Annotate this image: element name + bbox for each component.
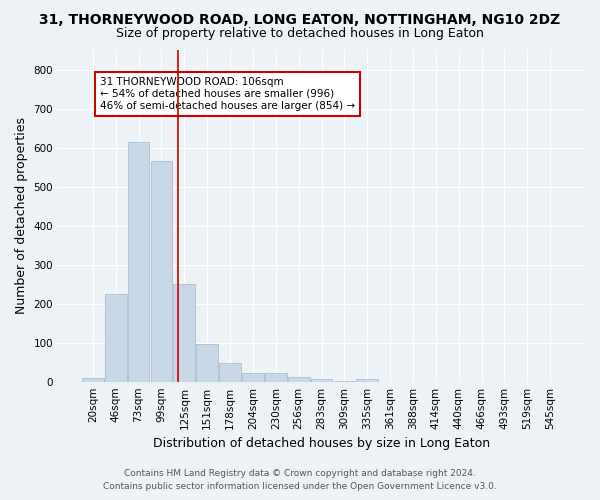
Bar xyxy=(311,380,332,382)
Y-axis label: Number of detached properties: Number of detached properties xyxy=(15,118,28,314)
Bar xyxy=(196,344,218,382)
Bar xyxy=(82,378,104,382)
Bar xyxy=(265,372,287,382)
X-axis label: Distribution of detached houses by size in Long Eaton: Distribution of detached houses by size … xyxy=(153,437,490,450)
Bar xyxy=(356,378,378,382)
Text: 31, THORNEYWOOD ROAD, LONG EATON, NOTTINGHAM, NG10 2DZ: 31, THORNEYWOOD ROAD, LONG EATON, NOTTIN… xyxy=(40,12,560,26)
Bar xyxy=(288,376,310,382)
Bar xyxy=(173,284,195,382)
Text: 31 THORNEYWOOD ROAD: 106sqm
← 54% of detached houses are smaller (996)
46% of se: 31 THORNEYWOOD ROAD: 106sqm ← 54% of det… xyxy=(100,78,355,110)
Bar xyxy=(151,161,172,382)
Bar xyxy=(105,294,127,382)
Bar xyxy=(128,142,149,382)
Bar xyxy=(334,380,355,382)
Text: Size of property relative to detached houses in Long Eaton: Size of property relative to detached ho… xyxy=(116,28,484,40)
Text: Contains HM Land Registry data © Crown copyright and database right 2024.
Contai: Contains HM Land Registry data © Crown c… xyxy=(103,470,497,491)
Bar xyxy=(219,363,241,382)
Bar xyxy=(242,372,264,382)
